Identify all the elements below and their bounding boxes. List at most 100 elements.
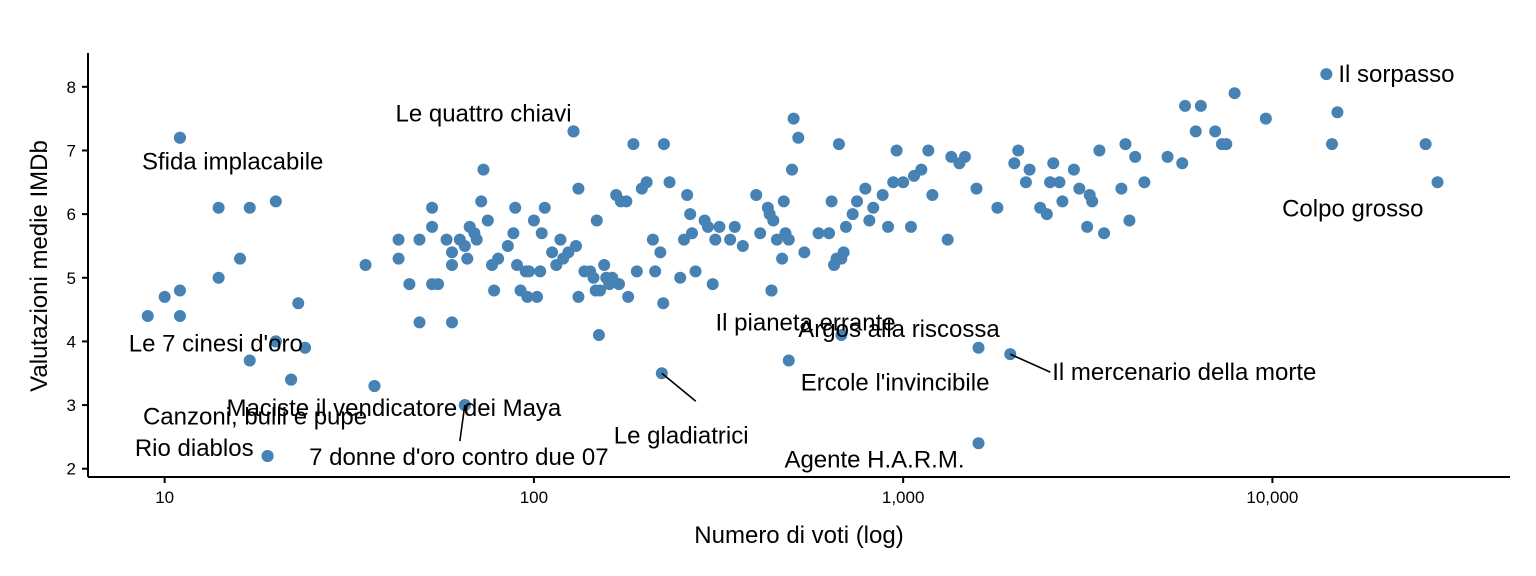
data-point — [649, 265, 662, 278]
data-point — [158, 290, 171, 303]
x-axis-title: Numero di voti (log) — [694, 522, 903, 549]
data-point — [851, 195, 864, 208]
data-point — [890, 144, 903, 157]
data-point — [837, 246, 850, 259]
data-point — [1073, 182, 1086, 195]
data-point — [392, 233, 405, 246]
annotation-leader-line — [1009, 353, 1051, 373]
point-annotation: Il pianeta errante — [716, 310, 896, 337]
data-point — [212, 271, 225, 284]
data-point — [470, 233, 483, 246]
data-point — [461, 252, 474, 265]
y-tick-label: 6 — [67, 205, 76, 224]
data-point — [1176, 157, 1189, 170]
data-point — [678, 233, 691, 246]
data-point — [523, 265, 536, 278]
data-point — [1161, 150, 1174, 163]
data-point — [426, 220, 439, 233]
data-point — [897, 176, 910, 189]
data-point — [689, 265, 702, 278]
data-point — [846, 208, 859, 221]
data-point — [569, 239, 582, 252]
data-point — [972, 341, 985, 354]
data-point — [445, 246, 458, 259]
data-point — [501, 239, 514, 252]
data-point — [1419, 138, 1432, 151]
data-point — [684, 208, 697, 221]
data-point — [261, 449, 274, 462]
data-point — [926, 189, 939, 202]
data-point — [674, 271, 687, 284]
data-point — [654, 246, 667, 259]
data-point — [554, 233, 567, 246]
y-tick-label: 2 — [67, 460, 76, 479]
data-point — [839, 220, 852, 233]
data-point — [1129, 150, 1142, 163]
data-point — [1081, 220, 1094, 233]
x-tick-label: 10,000 — [1246, 488, 1298, 507]
data-point — [622, 290, 635, 303]
data-point — [534, 265, 547, 278]
data-point — [598, 259, 611, 272]
data-point — [798, 246, 811, 259]
data-point — [970, 182, 983, 195]
data-point — [765, 284, 778, 297]
data-point — [531, 290, 544, 303]
data-point — [1040, 208, 1053, 221]
data-point — [492, 252, 505, 265]
data-point — [440, 233, 453, 246]
data-point — [630, 265, 643, 278]
y-tick-label: 3 — [67, 396, 76, 415]
annotation-leader-line — [661, 372, 697, 402]
y-tick-label: 4 — [67, 332, 76, 351]
data-point — [782, 233, 795, 246]
data-point — [535, 227, 548, 240]
data-point — [567, 125, 580, 138]
data-point — [1119, 138, 1132, 151]
data-point — [572, 290, 585, 303]
data-point — [481, 214, 494, 227]
point-annotation: Il mercenario della morte — [1052, 359, 1316, 386]
data-point — [413, 316, 426, 329]
data-point — [754, 227, 767, 240]
data-points — [141, 68, 1444, 462]
data-point — [445, 259, 458, 272]
annotation-leader-line — [459, 404, 466, 442]
point-annotations: Il sorpasso Le quattro chiavi Sfida implac… — [129, 61, 1455, 473]
y-axis-ticks: 2 3 4 5 6 7 8 — [67, 78, 88, 479]
data-point — [269, 195, 282, 208]
data-point — [1044, 176, 1057, 189]
data-point — [713, 220, 726, 233]
data-point — [1093, 144, 1106, 157]
data-point — [1019, 176, 1032, 189]
data-point — [299, 341, 312, 354]
data-point — [426, 201, 439, 214]
data-point — [663, 176, 676, 189]
x-axis-ticks: 10 100 1,000 10,000 — [155, 477, 1298, 507]
data-point — [1228, 87, 1241, 100]
data-point — [1053, 176, 1066, 189]
data-point — [475, 195, 488, 208]
point-annotation: Canzoni, bulli e pupe — [143, 404, 367, 431]
data-point — [750, 189, 763, 202]
data-point — [701, 220, 714, 233]
data-point — [587, 271, 600, 284]
data-point — [285, 373, 298, 386]
data-point — [782, 354, 795, 367]
data-point — [1194, 99, 1207, 112]
data-point — [477, 163, 490, 176]
data-point — [770, 233, 783, 246]
data-point — [776, 252, 789, 265]
data-point — [572, 182, 585, 195]
y-tick-label: 5 — [67, 269, 76, 288]
data-point — [243, 354, 256, 367]
point-annotation: Le gladiatrici — [614, 422, 749, 449]
point-annotation: Maciste il vendicatore dei Maya — [226, 395, 561, 422]
data-point — [173, 284, 186, 297]
data-point — [173, 131, 186, 144]
data-point — [432, 278, 445, 291]
data-point — [509, 201, 522, 214]
point-annotation: Ercole l'invincibile — [801, 370, 990, 397]
point-annotation: Sfida implacabile — [142, 149, 323, 176]
data-point — [945, 150, 958, 163]
